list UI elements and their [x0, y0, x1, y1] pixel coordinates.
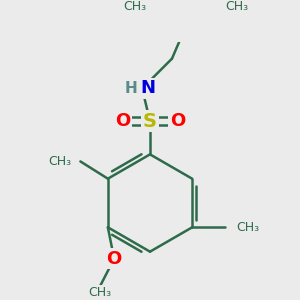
Text: O: O	[115, 112, 130, 130]
Text: CH₃: CH₃	[236, 221, 259, 234]
Text: O: O	[170, 112, 185, 130]
Text: O: O	[106, 250, 122, 268]
Text: CH₃: CH₃	[88, 286, 112, 299]
Text: H: H	[125, 81, 137, 96]
Text: CH₃: CH₃	[48, 155, 71, 168]
Text: S: S	[143, 112, 157, 131]
Text: CH₃: CH₃	[225, 0, 248, 13]
Text: N: N	[140, 80, 155, 98]
Text: CH₃: CH₃	[124, 0, 147, 13]
